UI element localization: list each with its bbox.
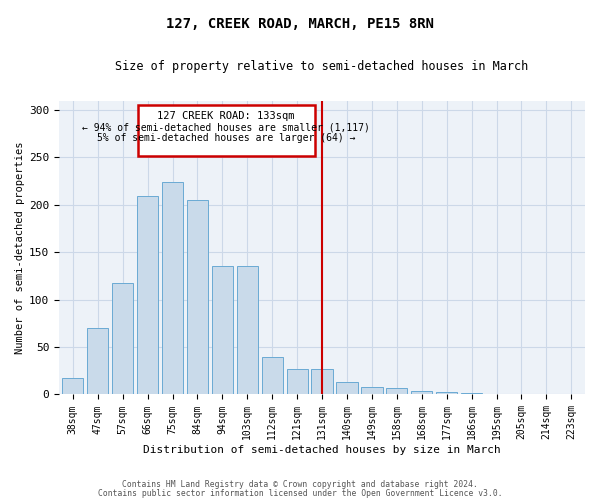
Bar — [137, 196, 158, 394]
Bar — [386, 388, 407, 394]
Bar — [62, 378, 83, 394]
Bar — [311, 369, 332, 394]
Bar — [112, 282, 133, 395]
Title: Size of property relative to semi-detached houses in March: Size of property relative to semi-detach… — [115, 60, 529, 73]
Bar — [237, 266, 258, 394]
Bar — [212, 266, 233, 394]
Text: 5% of semi-detached houses are larger (64) →: 5% of semi-detached houses are larger (6… — [97, 133, 355, 143]
FancyBboxPatch shape — [137, 106, 314, 156]
Bar — [361, 387, 383, 394]
Text: ← 94% of semi-detached houses are smaller (1,117): ← 94% of semi-detached houses are smalle… — [82, 122, 370, 132]
Bar — [436, 392, 457, 394]
Bar — [337, 382, 358, 394]
Bar — [187, 200, 208, 394]
Bar — [162, 182, 183, 394]
Text: Contains public sector information licensed under the Open Government Licence v3: Contains public sector information licen… — [98, 488, 502, 498]
Y-axis label: Number of semi-detached properties: Number of semi-detached properties — [15, 142, 25, 354]
Bar — [262, 356, 283, 395]
Bar — [287, 369, 308, 394]
Text: 127 CREEK ROAD: 133sqm: 127 CREEK ROAD: 133sqm — [157, 111, 295, 121]
Text: Contains HM Land Registry data © Crown copyright and database right 2024.: Contains HM Land Registry data © Crown c… — [122, 480, 478, 489]
Bar — [411, 390, 433, 394]
X-axis label: Distribution of semi-detached houses by size in March: Distribution of semi-detached houses by … — [143, 445, 501, 455]
Bar — [461, 392, 482, 394]
Text: 127, CREEK ROAD, MARCH, PE15 8RN: 127, CREEK ROAD, MARCH, PE15 8RN — [166, 18, 434, 32]
Bar — [87, 328, 109, 394]
